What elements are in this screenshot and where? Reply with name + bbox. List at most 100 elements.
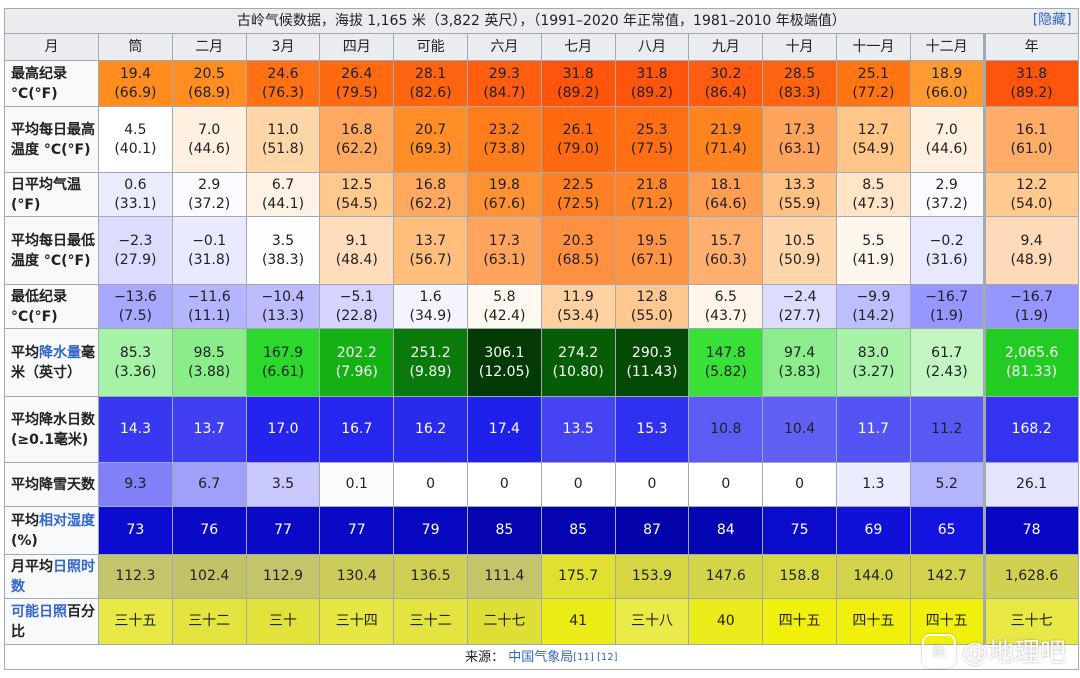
table-body: 最高纪录 °C(°F) 19.4 (66.9) 20.5 (68.9) 24.6 (76.3… — [4, 60, 1079, 645]
hide-toggle-link[interactable]: [隐藏] — [1032, 12, 1072, 28]
data-cell: 四十五 — [835, 598, 911, 645]
cell-value-imperial: (67.1) — [630, 251, 674, 268]
cell-value-imperial: (31.8) — [188, 251, 231, 268]
cell-value: 15.3 — [636, 421, 668, 437]
cell-value: 2.9 — [935, 176, 958, 193]
table-row: 平均相对湿度(%) 73 76 77 77 79 85 85 87 84 75 69 65 78 — [4, 506, 1079, 555]
cell-value-imperial: (1.9) — [930, 307, 964, 324]
data-cell: 三十八 — [614, 598, 690, 645]
cell-value: 17.3 — [488, 232, 520, 249]
data-cell: 0 — [393, 462, 468, 507]
row-header-text: 平均每日最高温度 °C — [11, 121, 95, 158]
data-cell: 98.5 (3.88) — [171, 328, 247, 397]
row-header-link[interactable]: 降水量 — [39, 344, 81, 361]
header-month: 十月 — [762, 33, 837, 61]
data-cell: 69 — [835, 506, 911, 555]
row-header-link[interactable]: 相对湿度 — [39, 512, 95, 529]
cell-value-imperial: (81.33) — [1006, 363, 1058, 380]
cell-value: 9.4 — [1020, 232, 1043, 249]
data-cell: 18.9 (66.0) — [909, 60, 985, 107]
header-month: 十一月 — [835, 33, 911, 61]
cell-value-imperial: (37.2) — [925, 195, 968, 212]
cell-value: 5.2 — [935, 476, 958, 492]
data-cell: 9.1 (48.4) — [319, 216, 395, 285]
cell-value: 29.3 — [488, 65, 520, 82]
data-cell: 二十七 — [466, 598, 542, 645]
cell-value: 30.2 — [710, 65, 742, 82]
cell-value-imperial: (34.9) — [409, 307, 452, 324]
data-cell: 16.8 (62.2) — [319, 106, 395, 173]
data-cell: 19.4 (66.9) — [98, 60, 173, 107]
cell-value: 97.4 — [783, 344, 816, 361]
row-header-text: 月平均 — [11, 558, 53, 575]
cell-value: −13.6 — [113, 288, 157, 305]
cell-value: 6.7 — [198, 476, 221, 492]
year-cell: 12.2 (54.0) — [982, 172, 1079, 217]
row-header-text: 百分比 — [11, 603, 95, 640]
cell-value-imperial: (84.7) — [483, 84, 526, 101]
data-cell: 29.3 (84.7) — [466, 60, 542, 107]
cell-value: 98.5 — [193, 344, 225, 361]
cell-value-imperial: (54.0) — [1010, 195, 1053, 212]
row-header-link[interactable]: 可能日照 — [11, 603, 67, 620]
data-cell: 147.6 — [688, 554, 764, 599]
cell-value: 26.1 — [1016, 476, 1048, 492]
source-refs[interactable]: [11] [12] — [573, 651, 618, 663]
cell-value-imperial: (54.9) — [852, 140, 895, 157]
cell-value-imperial: (53.4) — [557, 307, 600, 324]
cell-value-imperial: (51.8) — [261, 140, 305, 157]
cell-value-imperial: (63.1) — [483, 251, 526, 268]
data-cell: 28.1 (82.6) — [393, 60, 468, 107]
data-cell: 10.5 (50.9) — [762, 216, 837, 285]
cell-value: 31.8 — [562, 65, 594, 82]
table-row: 平均每日最高温度 °C(°F) 4.5 (40.1) 7.0 (44.6) 11.0 (51… — [4, 106, 1079, 173]
data-cell: 20.3 (68.5) — [540, 216, 616, 285]
data-cell: 84 — [688, 506, 764, 555]
cell-value: 12.5 — [341, 176, 373, 193]
data-cell: 6.7 (44.1) — [245, 172, 321, 217]
year-cell: 26.1 — [982, 462, 1079, 507]
cell-value: 69 — [864, 522, 883, 538]
header-month: 3月 — [245, 33, 321, 61]
data-cell: 83.0 (3.27) — [835, 328, 911, 397]
source-link[interactable]: 中国气象局 — [508, 649, 574, 665]
cell-value-imperial: (77.5) — [630, 140, 674, 157]
cell-value: 75 — [790, 522, 809, 538]
data-cell: −2.3 (27.9) — [98, 216, 173, 285]
data-cell: 26.1 (79.0) — [540, 106, 616, 173]
cell-value: 1,628.6 — [1004, 568, 1059, 584]
data-cell: 25.1 (77.2) — [835, 60, 911, 107]
table-row: 日平均气温 (°F) 0.6 (33.1) 2.9 (37.2) 6.7 (44.1) 12.5… — [4, 172, 1079, 217]
cell-value: 10.4 — [783, 421, 816, 437]
row-header-link[interactable]: 日照时数 — [11, 558, 95, 595]
data-cell: 8.5 (47.3) — [835, 172, 911, 217]
table-row: 可能日照百分比 三十五 三十二 三十 三十四 三十二 二十七 41 三十八 40 四十五 四十五 四十五… — [4, 598, 1079, 645]
data-cell: 23.2 (73.8) — [466, 106, 542, 173]
cell-value: −2.4 — [782, 288, 817, 305]
data-cell: 四十五 — [762, 598, 837, 645]
cell-value: 19.5 — [636, 232, 668, 249]
data-cell: 97.4 (3.83) — [762, 328, 837, 397]
cell-value-imperial: (11.43) — [626, 363, 678, 380]
cell-value: 11.9 — [562, 288, 594, 305]
row-header-text: 平均 — [11, 512, 39, 529]
data-cell: 18.1 (64.6) — [688, 172, 764, 217]
table-row: 平均每日最低温度 °C(°F) −2.3 (27.9) −0.1 (31.8) 3.5 (3… — [4, 216, 1079, 285]
table-row: 最高纪录 °C(°F) 19.4 (66.9) 20.5 (68.9) 24.6 (76.3… — [4, 60, 1079, 107]
cell-value-imperial: (12.05) — [478, 363, 530, 380]
cell-value-imperial: (42.4) — [483, 307, 526, 324]
data-cell: 3.5 (38.3) — [245, 216, 321, 285]
cell-value: 三十 — [268, 613, 297, 629]
cell-value: 0 — [647, 476, 657, 492]
cell-value: 19.4 — [119, 65, 151, 82]
cell-value: 23.2 — [488, 121, 520, 138]
data-cell: 17.3 (63.1) — [762, 106, 837, 173]
row-header-text: (≥0.1毫米) — [11, 431, 89, 448]
cell-value: 15.7 — [710, 232, 742, 249]
cell-value: −11.6 — [187, 288, 231, 305]
cell-value-imperial: (86.4) — [704, 84, 747, 101]
cell-value: −16.7 — [925, 288, 969, 305]
watermark: 贴 @地理吧 — [921, 632, 1066, 669]
cell-value: 16.1 — [1016, 121, 1048, 138]
cell-value: 四十五 — [852, 613, 895, 629]
